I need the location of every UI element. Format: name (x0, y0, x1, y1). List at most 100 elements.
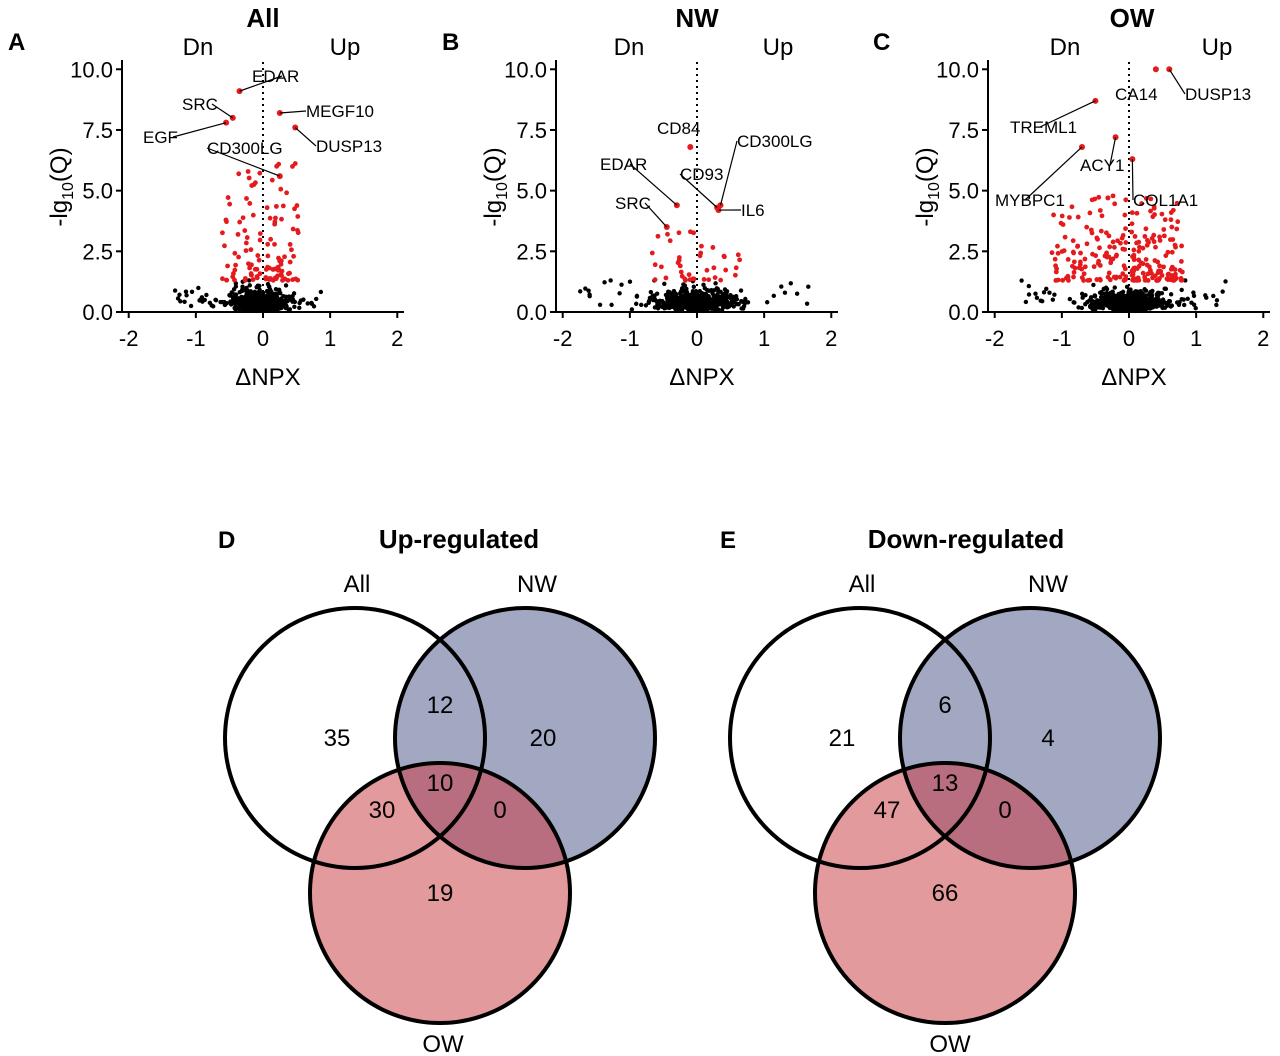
data-point (694, 299, 699, 304)
data-point (188, 303, 194, 309)
significant-point (243, 276, 248, 281)
significant-point (1084, 241, 1090, 247)
label-leader-line (719, 140, 738, 206)
data-point (736, 301, 741, 307)
significant-point (273, 203, 279, 209)
significant-point (1079, 275, 1085, 281)
data-point (673, 292, 679, 297)
y-tick-label: 10.0 (504, 57, 547, 82)
data-point (1204, 295, 1209, 300)
data-point (1120, 289, 1126, 295)
significant-point (1123, 226, 1128, 232)
data-point (654, 291, 660, 296)
significant-point (272, 219, 278, 225)
significant-point (1108, 260, 1114, 266)
data-point (1155, 290, 1161, 296)
set-label-ow: OW (422, 1031, 464, 1056)
data-point (671, 288, 677, 294)
data-point (694, 292, 700, 297)
data-point (662, 281, 667, 287)
gene-label: DUSP13 (1185, 85, 1251, 104)
gene-label: ACY1 (1080, 156, 1124, 175)
data-point (764, 300, 770, 305)
data-point (666, 289, 671, 294)
significant-point (682, 277, 688, 283)
data-point (661, 300, 666, 306)
region-count: 13 (932, 770, 959, 797)
data-point (685, 303, 690, 309)
set-outline-nw (898, 606, 1162, 870)
data-point (723, 294, 729, 299)
data-point (1220, 289, 1225, 294)
significant-point (276, 255, 281, 261)
data-point (1050, 297, 1056, 302)
significant-point (701, 276, 707, 282)
y-tick-label: 10.0 (936, 57, 979, 82)
data-point (220, 299, 225, 305)
data-point (1185, 296, 1190, 301)
label-leader-line (1039, 100, 1096, 128)
data-point (184, 293, 189, 298)
significant-point (257, 271, 263, 277)
data-point (1092, 293, 1098, 298)
significant-point (224, 277, 229, 283)
data-point (1111, 307, 1116, 312)
significant-point (236, 171, 242, 177)
significant-point (1118, 240, 1123, 246)
data-point (189, 289, 195, 295)
significant-point (1077, 262, 1083, 267)
label-leader-line (172, 122, 227, 138)
data-point (677, 296, 682, 302)
data-point (1115, 306, 1121, 311)
data-point (1168, 292, 1174, 297)
significant-point (240, 215, 246, 221)
data-point (202, 297, 207, 303)
significant-point (1173, 244, 1178, 250)
significant-point (1139, 201, 1145, 206)
significant-point (676, 230, 682, 236)
data-point (292, 304, 297, 310)
significant-point (1052, 256, 1058, 262)
gene-label: SRC (615, 194, 651, 213)
significant-point (1136, 257, 1142, 263)
x-tick-label: 0 (1123, 326, 1135, 351)
significant-point (1055, 250, 1061, 256)
significant-point (678, 269, 684, 275)
data-point (1103, 296, 1109, 301)
panel-title: Down-regulated (868, 524, 1064, 554)
significant-point (257, 237, 263, 243)
x-tick-label: -1 (620, 326, 640, 351)
data-point (694, 302, 699, 308)
significant-point (663, 275, 669, 281)
gene-label: CA14 (1115, 85, 1158, 104)
data-point (290, 299, 295, 304)
significant-point (1123, 197, 1129, 203)
significant-point (1129, 229, 1135, 235)
intersection-fill (395, 763, 570, 868)
data-point (1107, 292, 1112, 297)
significant-point (268, 236, 274, 242)
data-point (1131, 300, 1137, 305)
significant-point (732, 272, 738, 278)
y-tick-label: 2.5 (948, 239, 979, 264)
label-leader-line (239, 75, 283, 92)
data-point (722, 303, 727, 308)
gene-label: IL6 (741, 201, 765, 220)
data-point (682, 299, 687, 305)
intersection-fill (900, 763, 1075, 868)
data-point (1120, 306, 1126, 312)
data-point (1026, 283, 1032, 289)
data-point (269, 290, 274, 295)
significant-point (1145, 271, 1151, 277)
significant-point (1146, 264, 1152, 270)
significant-point (1131, 247, 1137, 253)
significant-point (1113, 274, 1119, 280)
data-point (673, 304, 679, 310)
x-tick-label: -1 (186, 326, 206, 351)
data-point (175, 296, 181, 301)
significant-point (1172, 273, 1177, 279)
data-point (1112, 285, 1117, 290)
up-label: Up (1202, 34, 1233, 61)
significant-point (232, 267, 238, 273)
